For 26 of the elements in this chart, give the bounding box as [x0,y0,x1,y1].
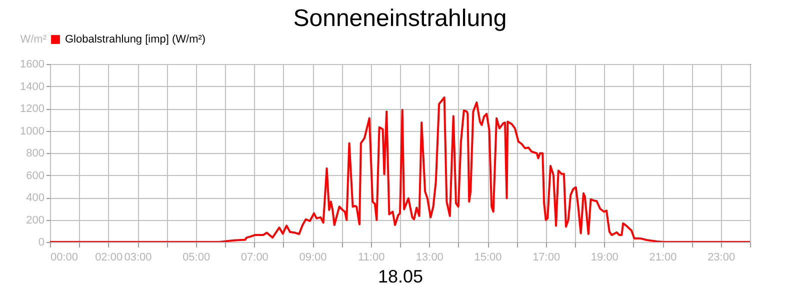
legend-label: Globalstrahlung [imp] (W/m²) [65,34,206,46]
x-tick-label: 13:00 [416,252,444,264]
y-tick-label: 600 [26,170,44,182]
x-tick-label: 23:00 [708,252,736,264]
y-tick-label: 1400 [20,80,44,93]
x-tick-label: 03:00 [124,252,152,264]
x-tick-label: 09:00 [299,252,327,264]
y-tick-label: 1600 [20,58,44,70]
x-tick-label: 00:00 [50,252,78,264]
y-tick-label: 200 [26,214,44,226]
x-tick-label: 07:00 [240,252,268,264]
y-tick-label: 1000 [20,125,44,138]
y-tick-label: 0 [38,236,44,248]
chart-title: Sonneneinstrahlung [293,5,507,32]
x-axis-title: 18.05 [378,266,424,286]
y-tick-label: 1200 [20,103,44,115]
x-tick-label: 11:00 [358,252,385,264]
x-tick-label: 17:00 [532,252,560,264]
y-axis-title: W/m² [20,34,47,46]
y-tick-label: 800 [26,148,44,160]
x-tick-label: 02:00 [95,252,123,264]
y-tick-label: 400 [26,192,44,204]
x-tick-label: 15:00 [474,252,502,264]
x-tick-label: 05:00 [182,252,210,264]
x-tick-label: 19:00 [590,252,618,264]
x-tick-label: 21:00 [649,252,677,264]
